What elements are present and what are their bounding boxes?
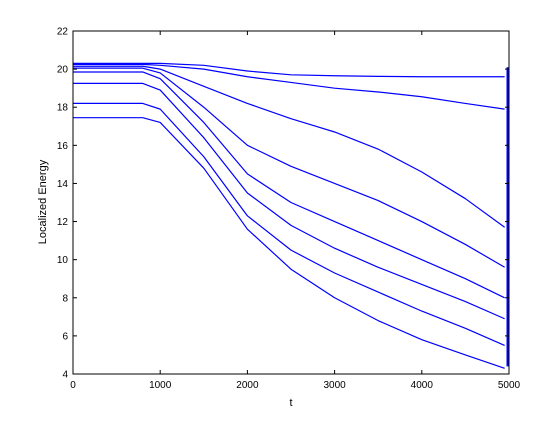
y-tick-label: 10 [57, 255, 69, 266]
x-tick-label: 1000 [149, 380, 172, 391]
series-line-6 [73, 82, 505, 320]
y-tick-label: 16 [57, 141, 69, 152]
y-tick-label: 20 [57, 65, 69, 76]
series-line-7 [73, 102, 505, 346]
series-line-3 [73, 65, 505, 228]
y-tick-label: 14 [57, 179, 69, 190]
y-tick-label: 6 [62, 331, 68, 342]
x-axis-label: t [289, 397, 292, 409]
series-line-8 [73, 117, 505, 369]
x-tick-label: 5000 [498, 380, 521, 391]
y-tick-label: 4 [62, 370, 68, 381]
y-tick-label: 22 [57, 27, 69, 38]
series-layer [73, 62, 509, 369]
x-tick-label: 0 [70, 380, 76, 391]
y-tick-label: 18 [57, 103, 69, 114]
y-axis-label: Localized Energy [37, 159, 49, 244]
series-line-2 [73, 63, 505, 110]
y-tick-label: 12 [57, 217, 69, 228]
series-line-1 [73, 62, 505, 78]
x-tick-label: 2000 [236, 380, 259, 391]
x-tick-label: 4000 [411, 380, 434, 391]
x-tick-label: 3000 [323, 380, 346, 391]
series-line-4 [73, 67, 505, 268]
series-line-5 [73, 71, 505, 299]
y-tick-label: 8 [62, 293, 68, 304]
axes-box [72, 30, 510, 375]
axes-layer: 0 1000 2000 3000 4000 5000 4 6 8 10 12 14 16 18 20 22 [57, 27, 521, 392]
